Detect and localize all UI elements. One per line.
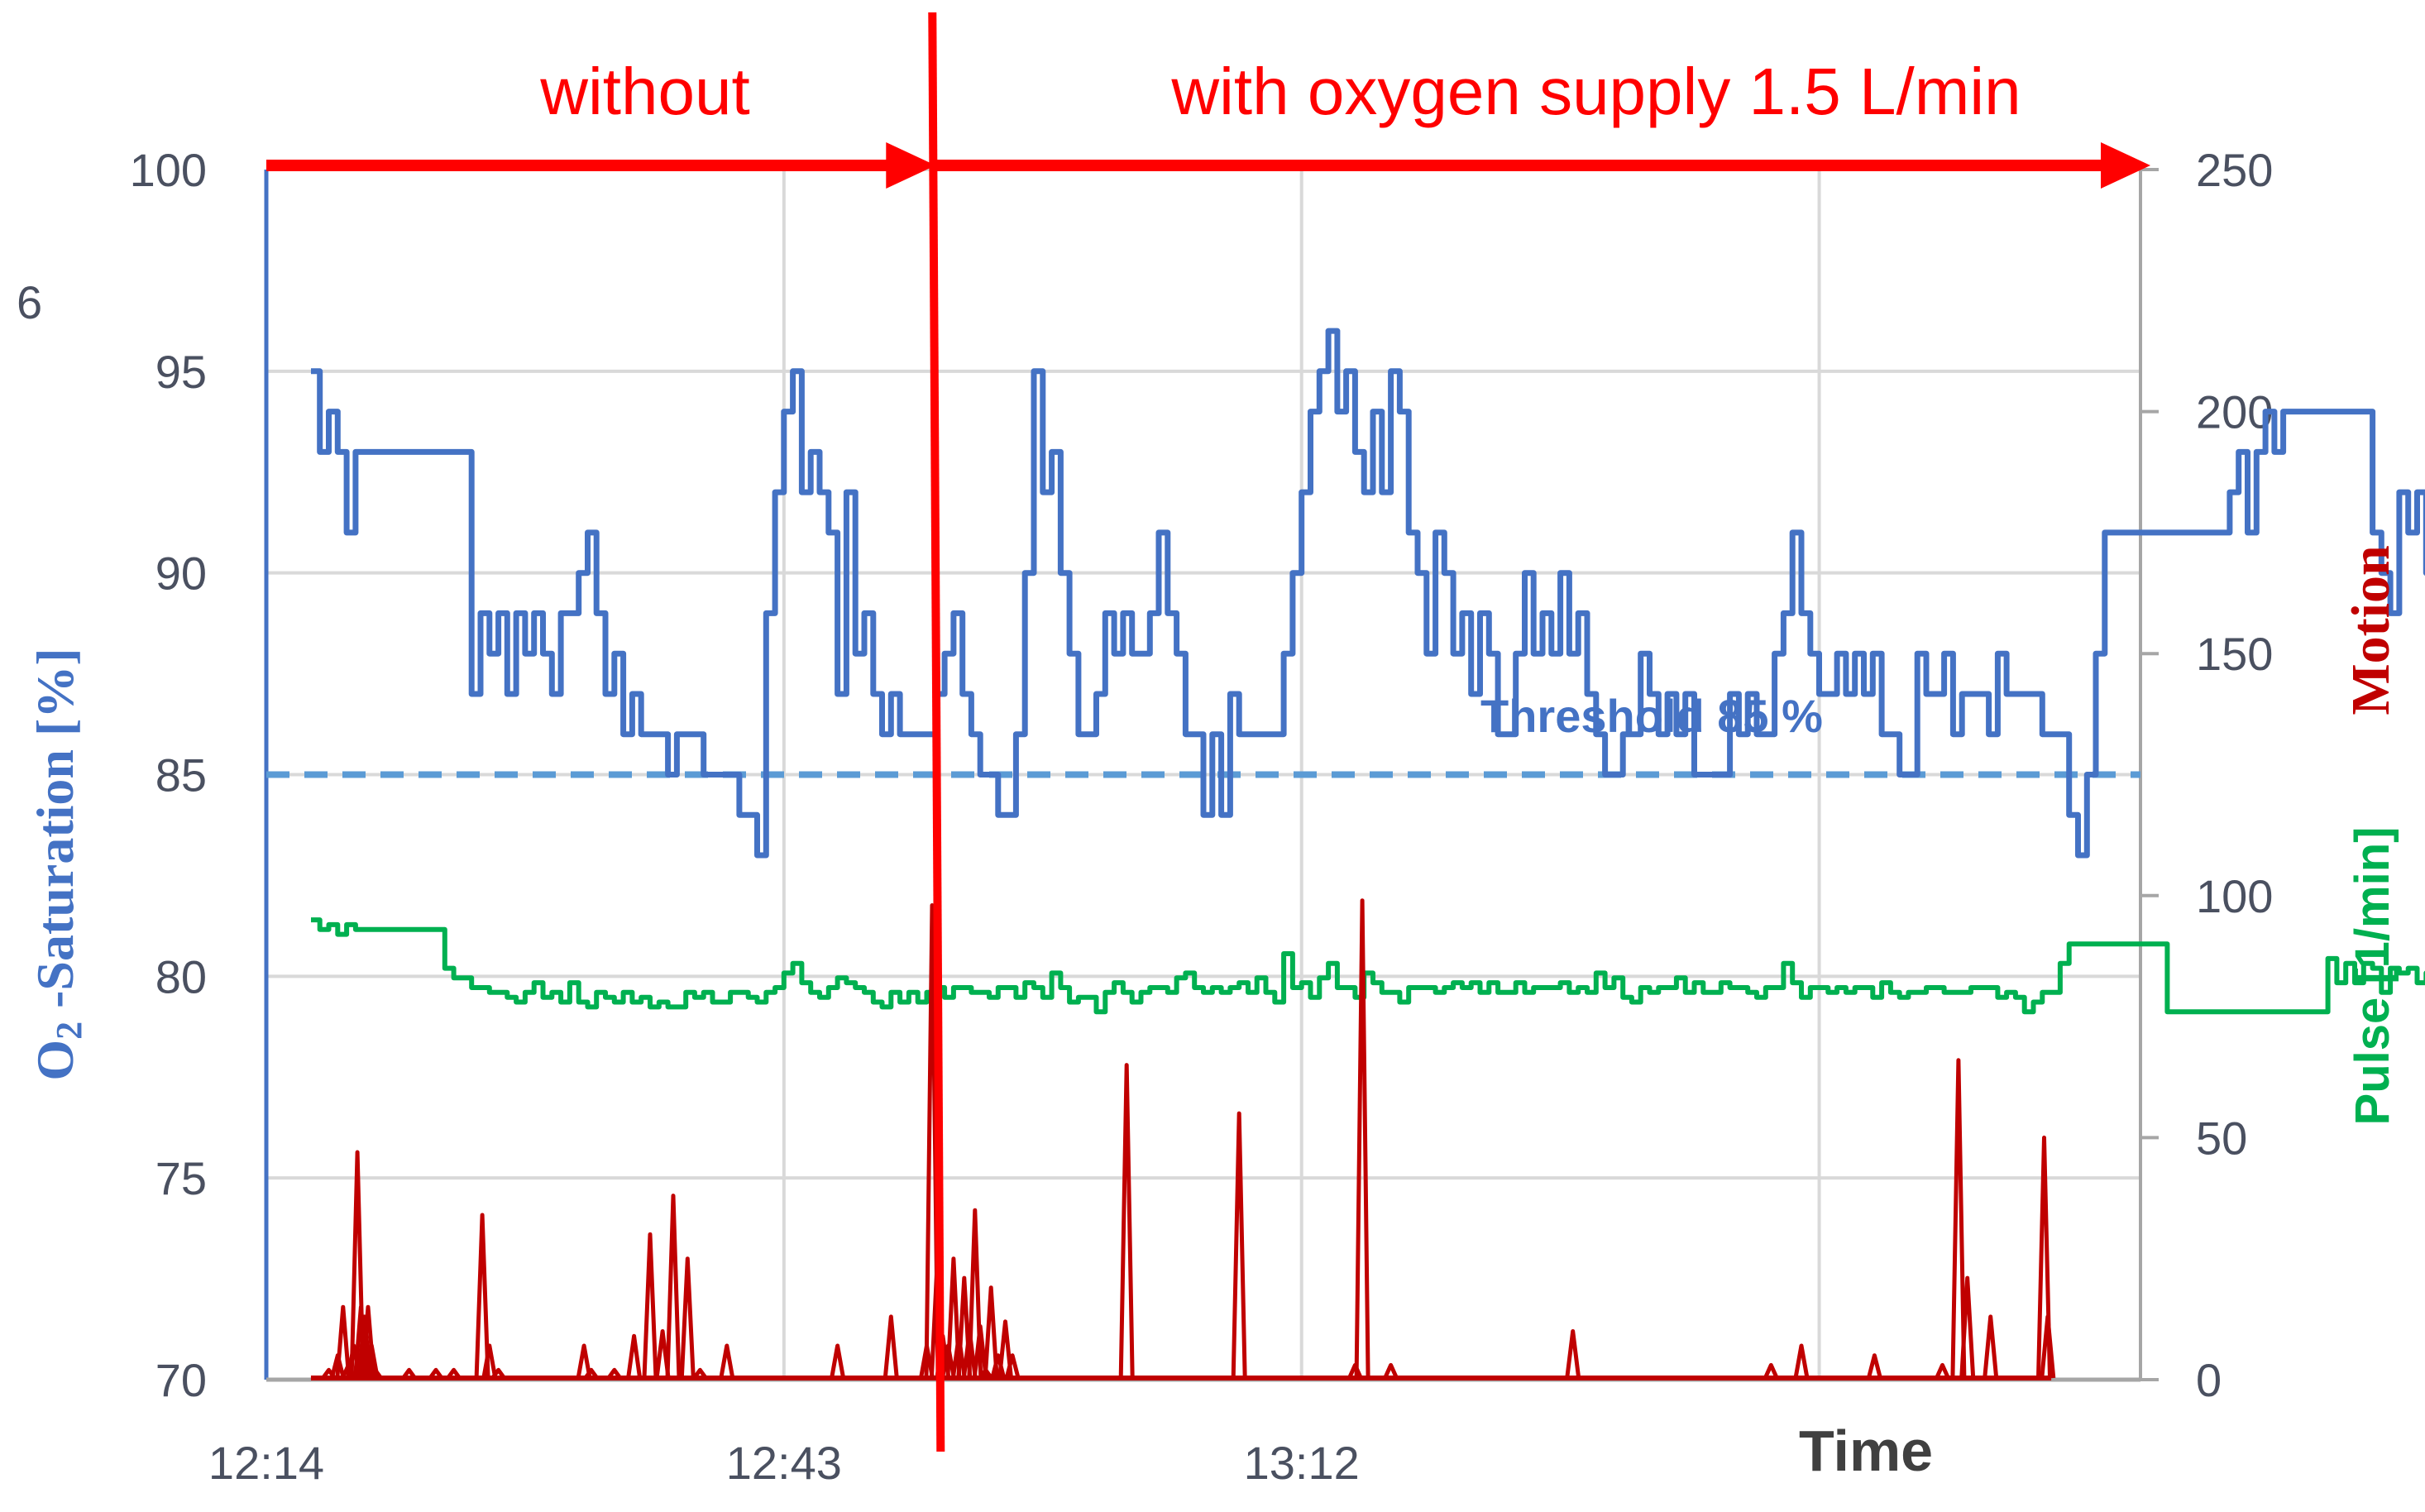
- series-motion-spike: [830, 1343, 846, 1379]
- y-left-tick-label: 95: [155, 346, 207, 398]
- series-motion-spike: [1565, 1329, 1581, 1379]
- series-motion-spike: [1354, 898, 1370, 1379]
- series-motion-spike: [967, 1208, 983, 1379]
- series-motion-spike: [1004, 1353, 1021, 1379]
- series-motion-spike: [882, 1314, 899, 1379]
- series-motion-spike: [1959, 1275, 1976, 1379]
- series-motion-spike: [428, 1367, 444, 1380]
- series-motion-spike: [642, 1232, 658, 1379]
- threshold-label: Threshold 85 %: [1480, 690, 1823, 742]
- series-motion-spike: [349, 1150, 366, 1379]
- series-motion-spike: [1231, 1111, 1247, 1379]
- y-left-tick-label: 85: [155, 749, 207, 801]
- y-axis-left-label: O2 -Saturation [%]: [26, 648, 89, 1080]
- series-motion-spike: [481, 1343, 498, 1379]
- y-axis-motion-label: Motion: [2341, 545, 2401, 715]
- y-left-tick-label: 80: [155, 950, 207, 1002]
- phase-label-with: with oxygen supply 1.5 L/min: [1170, 55, 2021, 128]
- series-saturation-line: [311, 328, 2425, 859]
- y-left-tick-label: 100: [130, 144, 207, 196]
- series-motion-spike: [983, 1285, 999, 1379]
- series-motion-spike: [692, 1367, 708, 1380]
- series-motion-spike: [1793, 1343, 1810, 1379]
- series-motion-spike: [367, 1367, 383, 1380]
- y-right-tick-label: 200: [2196, 386, 2273, 438]
- x-tick-label: 12:43: [726, 1437, 842, 1489]
- series-motion-spike: [490, 1367, 506, 1380]
- series-motion-spike: [1866, 1353, 1882, 1379]
- series-motion-spike: [626, 1333, 643, 1379]
- y-right-tick-label: 0: [2196, 1354, 2222, 1406]
- phase-divider-line: [928, 12, 945, 1452]
- x-axis-label: Time: [1799, 1419, 1933, 1483]
- series-motion-spike: [679, 1256, 696, 1379]
- series-motion-spike: [1763, 1362, 1779, 1380]
- series-motion-spike: [335, 1304, 352, 1379]
- series-motion-spike: [583, 1367, 599, 1380]
- series-motion-spike: [1118, 1063, 1135, 1379]
- y-axis-left-label-suffix: -Saturation [%]: [26, 648, 84, 1022]
- series-motion-spike: [665, 1194, 682, 1379]
- y-axis-left-label-prefix: O: [26, 1040, 84, 1081]
- series-motion-spike: [2036, 1135, 2052, 1379]
- series-motion-spike: [1347, 1362, 1363, 1380]
- series-motion-spike: [719, 1343, 735, 1379]
- y-left-tick-label: 75: [155, 1152, 207, 1204]
- labels: 6 without with oxygen supply 1.5 L/min T…: [17, 55, 2401, 1483]
- y-right-tick-label: 250: [2196, 144, 2273, 196]
- y-axis-left-label-sub: 2: [49, 1022, 89, 1040]
- y-axis-pulse-label: Pulse [1/min]: [2346, 827, 2399, 1126]
- series-motion-spike: [1950, 1058, 1967, 1379]
- phase-arrowhead-with: [2101, 142, 2150, 189]
- y-right-tick-label: 100: [2196, 870, 2273, 922]
- series-motion-spike: [606, 1367, 622, 1380]
- series-motion-spike: [1983, 1314, 1999, 1379]
- y-left-tick-label: 90: [155, 548, 207, 600]
- series-motion-spike: [474, 1213, 490, 1379]
- phase-arrowhead-without: [886, 142, 936, 189]
- series-motion-spike: [1935, 1362, 1950, 1380]
- stray-label: 6: [17, 276, 42, 328]
- y-left-tick-label: 70: [155, 1354, 207, 1406]
- series-lines: [266, 12, 2425, 1452]
- x-tick-label: 13:12: [1244, 1437, 1360, 1489]
- y-right-tick-label: 150: [2196, 628, 2273, 680]
- series-pulse-line: [311, 917, 2425, 1015]
- series-motion-spike: [2040, 1314, 2056, 1379]
- series-motion-spike: [997, 1319, 1013, 1379]
- axes: 100 95 90 85 80 75 70 250 200 150 100 50 0 12:14 12:43…: [130, 144, 2274, 1489]
- series-motion-spike: [576, 1343, 592, 1379]
- x-tick-label: 12:14: [208, 1437, 324, 1489]
- phase-label-without: without: [539, 55, 749, 128]
- series-motion-spike: [1383, 1362, 1399, 1380]
- series-motion-spike: [972, 1324, 988, 1379]
- series-motion-spike: [446, 1367, 462, 1380]
- series-motion-spike: [363, 1343, 380, 1379]
- series-motion-spike: [401, 1367, 417, 1380]
- y-right-tick-label: 50: [2196, 1112, 2247, 1164]
